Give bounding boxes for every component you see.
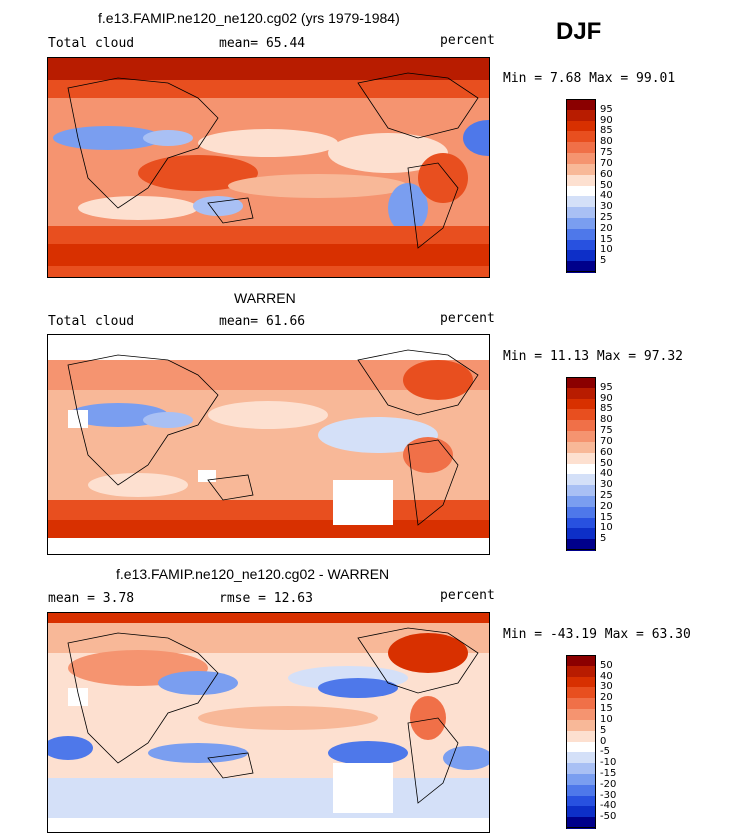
- colorbar-tick-label: 20: [600, 222, 613, 234]
- colorbar-tick-label: -40: [600, 800, 617, 812]
- colorbar-tick-label: 95: [600, 381, 613, 393]
- colorbar-frame: [566, 99, 596, 272]
- season-label: DJF: [556, 18, 602, 45]
- colorbar-tick-label: 40: [600, 468, 613, 480]
- colorbar-tick-label: 30: [600, 201, 613, 213]
- colorbar-tick-label: 80: [600, 414, 613, 426]
- colorbar-tick-label: -10: [600, 757, 617, 769]
- panel-1-units-label: percent: [440, 33, 495, 48]
- colorbar-tick-label: 30: [600, 681, 613, 693]
- colorbar-tick-label: 50: [600, 659, 613, 671]
- panel-1-left-label: Total cloud: [48, 36, 135, 51]
- colorbar-tick-label: 10: [600, 713, 613, 725]
- colorbar-tick-label: 70: [600, 435, 613, 447]
- colorbar-tick-label: -50: [600, 811, 617, 823]
- colorbar-tick-label: 15: [600, 233, 613, 245]
- colorbar-tick-label: 30: [600, 479, 613, 491]
- panel-2-units-label: percent: [440, 311, 495, 326]
- panel-3-colorbar: 50 40 30 20 15 10 5 0 -5 -10 -15 -20 -30 -40 -50: [566, 655, 626, 829]
- panel-1-minmax-label: Min = 7.68 Max = 99.01: [503, 71, 676, 86]
- panel-2-left-label: Total cloud: [48, 314, 135, 329]
- colorbar-tick-label: -5: [600, 746, 610, 758]
- colorbar-tick-label: 85: [600, 403, 613, 415]
- colorbar-tick-label: 10: [600, 522, 613, 534]
- colorbar-frame: [566, 655, 596, 828]
- panel-3-rmse-label: rmse = 12.63: [219, 591, 313, 606]
- colorbar-tick-label: 15: [600, 703, 613, 715]
- colorbar-frame: [566, 377, 596, 550]
- panel-1-title: f.e13.FAMIP.ne120_ne120.cg02 (yrs 1979-1…: [98, 10, 400, 26]
- colorbar-tick-label: -20: [600, 778, 617, 790]
- colorbar-tick-label: 25: [600, 211, 613, 223]
- panel-2-map: [47, 334, 490, 555]
- colorbar-tick-label: 80: [600, 136, 613, 148]
- colorbar-tick-label: 85: [600, 125, 613, 137]
- panel-2-title: WARREN: [234, 290, 296, 306]
- colorbar-tick-label: 75: [600, 147, 613, 159]
- colorbar-tick-label: 40: [600, 190, 613, 202]
- colorbar-tick-label: 5: [600, 724, 607, 736]
- colorbar-tick-label: 75: [600, 425, 613, 437]
- colorbar-tick-label: 5: [600, 533, 607, 545]
- colorbar-tick-label: -30: [600, 789, 617, 801]
- panel-1-colorbar: 95 90 85 80 75 70 60 50 40 30 25 20 15 10 5: [566, 99, 626, 273]
- colorbar-tick-label: 15: [600, 511, 613, 523]
- colorbar-tick-label: 70: [600, 157, 613, 169]
- panel-2-colorbar: 95 90 85 80 75 70 60 50 40 30 25 20 15 10 5: [566, 377, 626, 551]
- panel-3-units-label: percent: [440, 588, 495, 603]
- panel-2-minmax-label: Min = 11.13 Max = 97.32: [503, 349, 684, 364]
- colorbar-tick-label: 40: [600, 670, 613, 682]
- colorbar-tick-label: 10: [600, 244, 613, 256]
- colorbar-tick-label: 20: [600, 692, 613, 704]
- colorbar-tick-label: 90: [600, 392, 613, 404]
- colorbar-tick-label: 5: [600, 255, 607, 267]
- panel-1-map: [47, 57, 490, 278]
- panel-1-mean-label: mean= 65.44: [219, 36, 306, 51]
- colorbar-tick-label: 50: [600, 457, 613, 469]
- colorbar-tick-label: 50: [600, 179, 613, 191]
- colorbar-tick-label: 25: [600, 489, 613, 501]
- panel-3-title: f.e13.FAMIP.ne120_ne120.cg02 - WARREN: [116, 566, 390, 582]
- panel-3-minmax-label: Min = -43.19 Max = 63.30: [503, 627, 691, 642]
- colorbar-tick-label: 60: [600, 446, 613, 458]
- colorbar-tick-label: 90: [600, 114, 613, 126]
- colorbar-tick-label: 60: [600, 168, 613, 180]
- panel-3-map: [47, 612, 490, 833]
- panel-3-left-label: mean = 3.78: [48, 591, 135, 606]
- colorbar-tick-label: 95: [600, 103, 613, 115]
- colorbar-tick-label: -15: [600, 767, 617, 779]
- colorbar-tick-label: 20: [600, 500, 613, 512]
- colorbar-tick-label: 0: [600, 735, 607, 747]
- panel-2-mean-label: mean= 61.66: [219, 314, 306, 329]
